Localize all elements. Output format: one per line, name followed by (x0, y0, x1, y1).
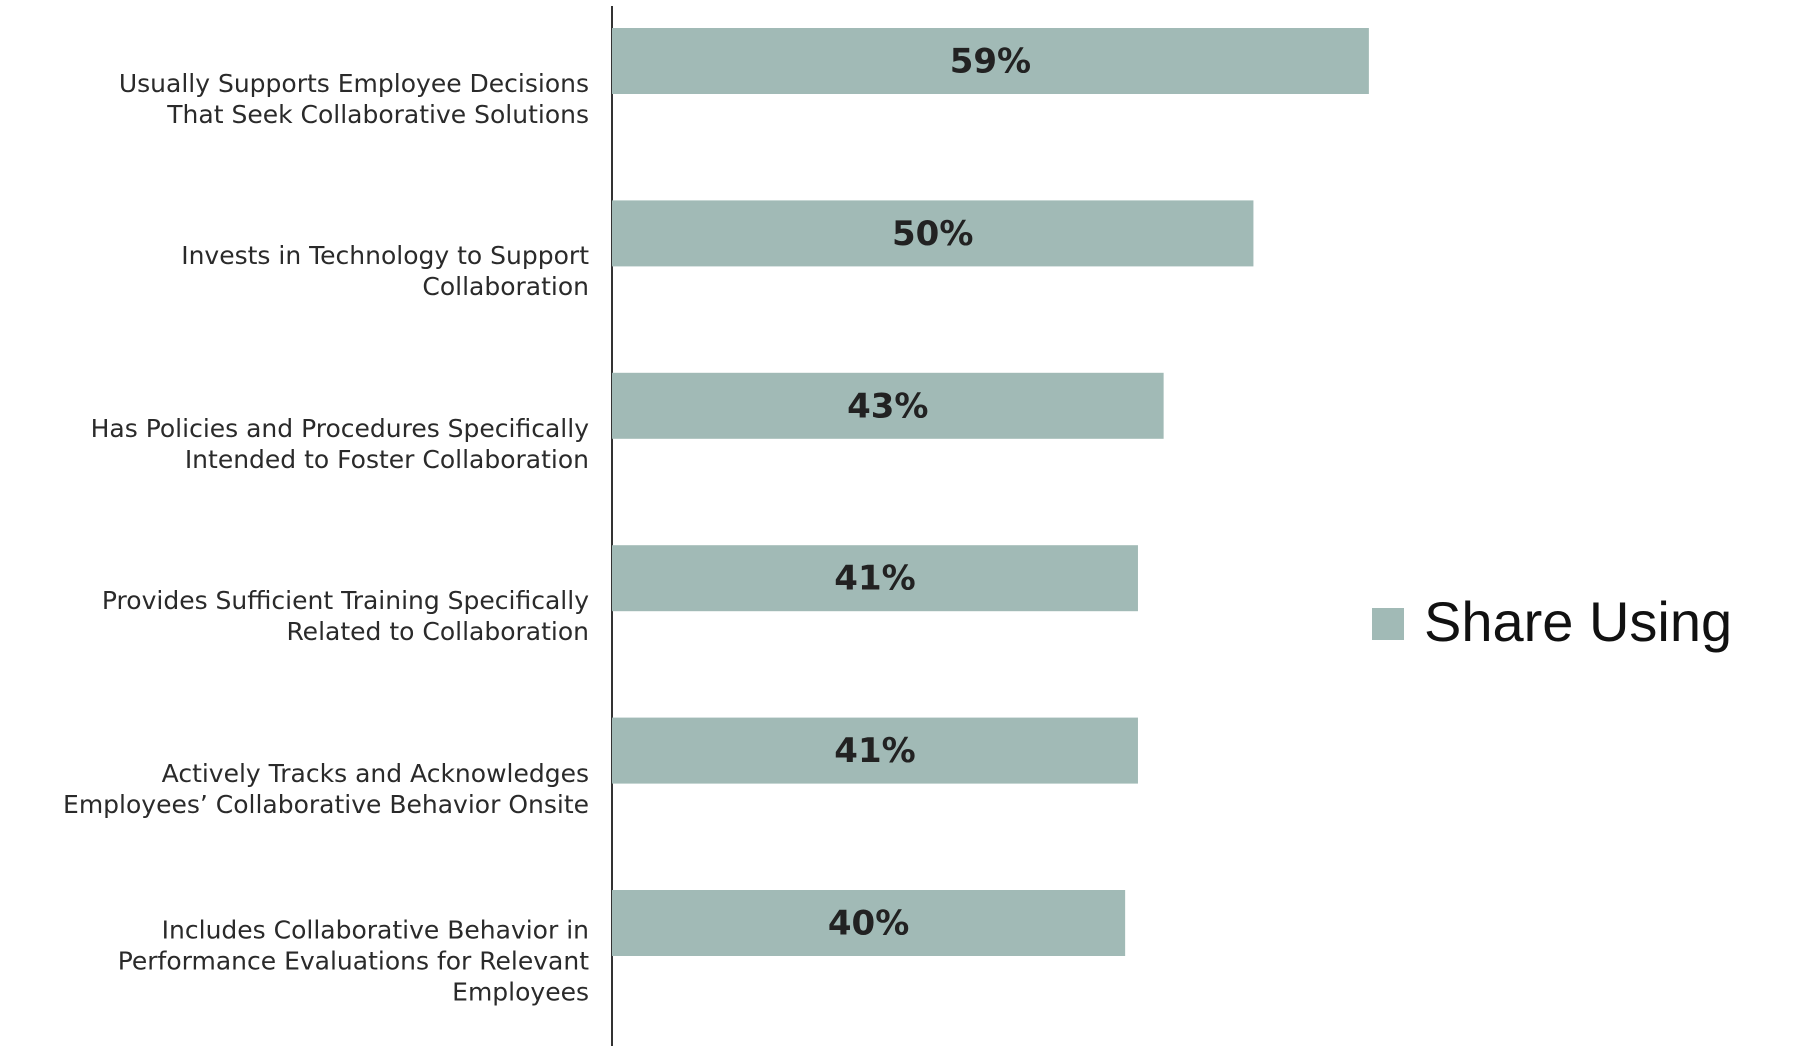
category-label: Usually Supports Employee Decisions That… (118, 69, 589, 129)
bar (612, 717, 1138, 784)
value-label: 43% (847, 386, 928, 426)
value-label: 50% (892, 214, 973, 254)
category-label: Has Policies and Procedures Specifically… (90, 413, 589, 474)
category-label: Actively Tracks and Acknowledges Employe… (63, 758, 589, 819)
bar (612, 372, 1164, 439)
bar (612, 545, 1138, 612)
legend-swatch (1372, 608, 1404, 640)
bar (612, 28, 1369, 94)
legend-label: Share Using (1424, 590, 1732, 653)
value-label: 41% (834, 731, 915, 771)
bar (612, 890, 1126, 956)
value-label: 59% (950, 42, 1031, 82)
bar (612, 200, 1254, 267)
value-label: 41% (834, 559, 915, 599)
category-label: Invests in Technology to Support Collabo… (181, 241, 589, 302)
category-label: Includes Collaborative Behavior in Perfo… (117, 915, 589, 1007)
category-label: Provides Sufficient Training Specificall… (101, 586, 589, 647)
value-label: 40% (828, 904, 909, 944)
